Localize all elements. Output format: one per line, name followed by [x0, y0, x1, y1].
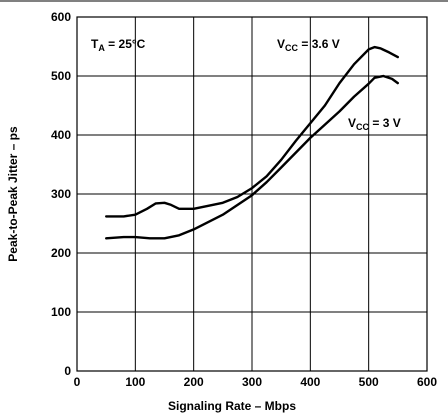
x-tick-label: 400 — [300, 375, 320, 389]
series-lines — [105, 45, 399, 240]
y-tick-label: 500 — [51, 69, 71, 83]
vcc-3v6-label: VCC = 3.6 V — [277, 37, 340, 53]
series-line-vcc-high — [105, 45, 399, 218]
plot-frame — [76, 16, 428, 372]
vcc-3v-label: VCC = 3 V — [348, 116, 401, 132]
tick-labels: 0 100 200 300 400 500 600 0 100 200 300 400 500 600 — [51, 10, 437, 389]
y-tick-label: 400 — [51, 128, 71, 142]
temperature-annotation: TA = 25°C — [91, 37, 146, 53]
y-tick-label: 300 — [51, 187, 71, 201]
y-tick-label: 0 — [64, 364, 71, 378]
y-tick-label: 600 — [51, 10, 71, 24]
x-tick-label: 300 — [242, 375, 262, 389]
y-axis-title: Peak-to-Peak Jitter – ps — [6, 126, 20, 262]
x-tick-label: 100 — [125, 375, 145, 389]
series-line-vcc-low — [105, 74, 399, 240]
x-tick-label: 500 — [359, 375, 379, 389]
x-tick-label: 0 — [74, 375, 81, 389]
y-tick-label: 100 — [51, 305, 71, 319]
y-tick-label: 200 — [51, 246, 71, 260]
x-tick-label: 600 — [417, 375, 437, 389]
x-axis-title: Signaling Rate – Mbps — [168, 399, 296, 413]
x-tick-label: 200 — [184, 375, 204, 389]
